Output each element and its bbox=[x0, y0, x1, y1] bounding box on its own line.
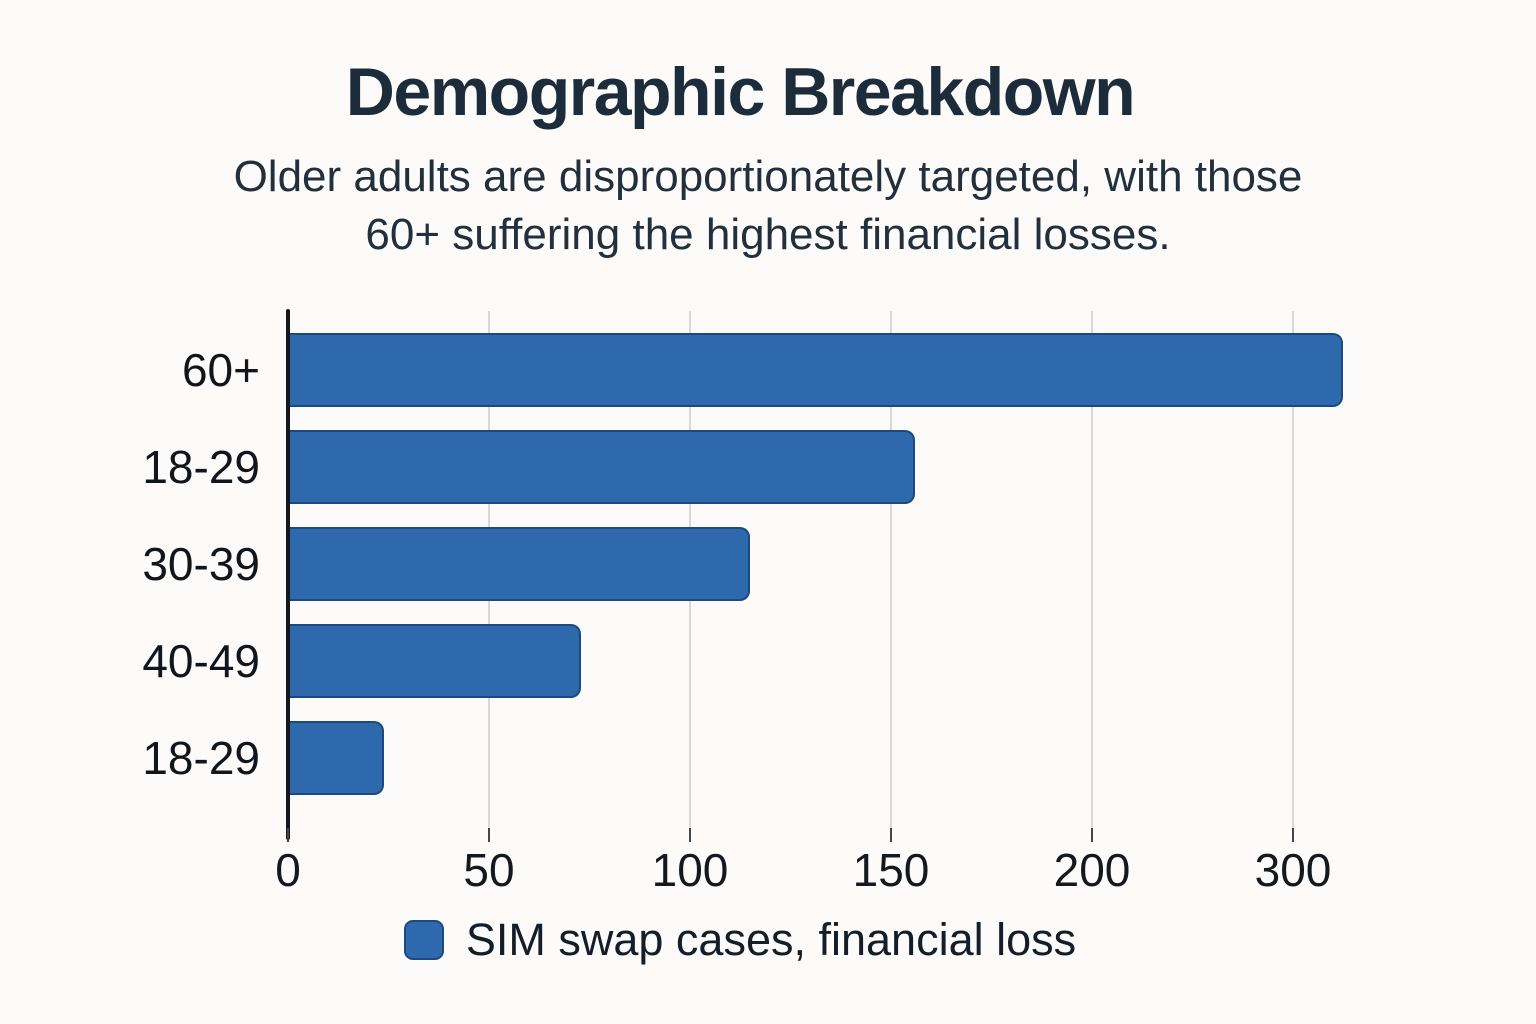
page-title: Demographic Breakdown bbox=[345, 54, 1136, 130]
plot-area bbox=[288, 311, 1438, 838]
x-axis-tick bbox=[1091, 828, 1093, 842]
x-axis-tick bbox=[287, 828, 289, 842]
legend: SIM swap cases, financial loss bbox=[0, 914, 1508, 966]
y-axis-category-label: 18-29 bbox=[142, 732, 260, 784]
x-tick-label: 0 bbox=[275, 844, 301, 896]
gridline bbox=[1292, 311, 1294, 838]
x-tick-label: 200 bbox=[1053, 844, 1131, 896]
x-tick-label: 300 bbox=[1254, 844, 1332, 896]
gridline bbox=[1091, 311, 1093, 838]
x-axis-tick bbox=[689, 828, 691, 842]
x-axis-tick bbox=[1292, 828, 1294, 842]
x-tick-label: 150 bbox=[852, 844, 930, 896]
y-axis-line bbox=[286, 309, 290, 840]
x-tick-label: 100 bbox=[651, 844, 729, 896]
y-axis-category-label: 40-49 bbox=[142, 635, 260, 687]
bar bbox=[288, 624, 581, 698]
bar bbox=[288, 333, 1343, 407]
x-axis-tick bbox=[890, 828, 892, 842]
bar bbox=[288, 721, 384, 795]
y-axis-category-label: 60+ bbox=[181, 344, 260, 396]
chart-subtitle-line2: 60+ suffering the highest financial loss… bbox=[365, 210, 1171, 259]
y-axis-category-label: 30-39 bbox=[142, 538, 260, 590]
bar bbox=[288, 430, 915, 504]
legend-swatch-icon bbox=[403, 920, 444, 960]
chart-subtitle: Older adults are disproportionately targ… bbox=[0, 148, 1536, 264]
x-tick-label: 50 bbox=[463, 844, 515, 896]
x-axis-tick bbox=[488, 828, 490, 842]
gridline bbox=[890, 311, 892, 838]
legend-label: SIM swap cases, financial loss bbox=[465, 914, 1077, 965]
chart-subtitle-line1: Older adults are disproportionately targ… bbox=[233, 152, 1303, 201]
bar bbox=[288, 527, 750, 601]
y-axis-category-label: 18-29 bbox=[142, 441, 260, 493]
